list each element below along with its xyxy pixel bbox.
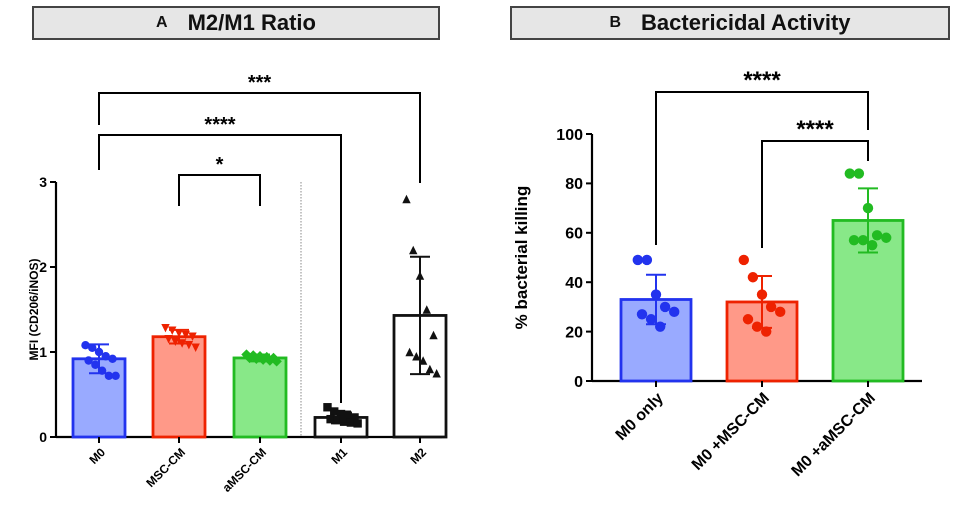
panel-a-y-tick-label: 1	[39, 344, 47, 360]
panel-a-data-point	[191, 343, 200, 352]
panel-a-significance-label: ***	[248, 72, 272, 94]
panel-a-x-tick-label: aMSC-CM	[220, 445, 269, 494]
panel-a-significance-label: ****	[204, 114, 235, 136]
panel-b-y-tick-label: 80	[565, 176, 583, 193]
panel-b-header: B Bactericidal Activity	[510, 6, 950, 40]
panel-a-data-point	[353, 419, 362, 428]
panel-a-data-point	[88, 343, 97, 352]
panel-a-data-point	[326, 414, 335, 424]
panel-a-letter: A	[156, 14, 168, 31]
panel-a-title: M2/M1 Ratio	[187, 10, 316, 35]
panel-b-data-point	[775, 306, 786, 318]
panel-b-letter: B	[609, 14, 622, 31]
panel-a-data-point	[405, 347, 414, 357]
panel-b-data-point	[761, 326, 772, 337]
panel-b-data-point	[641, 254, 653, 266]
panel-b-data-point	[857, 235, 869, 246]
panel-b-x-tick-label: M0 +aMSC-CM	[789, 390, 879, 480]
panel-a-data-point	[84, 356, 93, 365]
panel-b-y-tick-label: 100	[556, 127, 583, 144]
panel-b-significance-bracket	[761, 140, 869, 248]
panel-a-data-point	[343, 411, 352, 420]
panel-a-data-point	[412, 352, 421, 361]
panel-a-data-point	[161, 324, 170, 333]
panel-a-data-point	[425, 364, 435, 374]
panel-b-data-point	[747, 272, 759, 283]
panel-b-data-point	[867, 239, 878, 251]
panel-a-data-point	[422, 305, 431, 314]
panel-a-data-point	[101, 352, 110, 361]
panel-b-significance-label: ****	[743, 67, 781, 94]
panel-b-y-axis-label: % bacterial killing	[512, 186, 531, 330]
panel-a-significance-label: *	[216, 154, 224, 176]
panel-a-bar-amsc-cm	[232, 356, 288, 439]
panel-b-data-point	[669, 306, 680, 318]
panel-b-title: Bactericidal Activity	[641, 10, 851, 35]
panel-a-x-tick-label: M1	[328, 445, 350, 467]
panel-a-data-point	[164, 335, 173, 344]
panel-b-y-tick-label: 20	[565, 324, 583, 341]
panel-a-data-point	[339, 417, 349, 426]
panel-a-y-axis-label: MFI (CD206/iNOS)	[27, 258, 41, 360]
panel-a-y-tick-label: 2	[39, 259, 47, 275]
panel-b-data-point	[742, 314, 754, 325]
panel-a-data-point	[418, 356, 428, 365]
panel-b-y-tick-label: 40	[565, 275, 583, 292]
panel-a-data-point	[181, 330, 190, 340]
panel-b-data-point	[738, 254, 749, 266]
panel-a-header: A M2/M1 Ratio	[32, 6, 440, 40]
panel-b-data-point	[765, 301, 777, 313]
panel-a-x-tick-label: M2	[407, 445, 429, 467]
panel-a-data-point	[409, 245, 418, 255]
panel-a-data-point	[171, 337, 180, 346]
panel-a-data-point	[271, 356, 282, 367]
panel-a-x-tick-label: MSC-CM	[143, 445, 188, 490]
panel-a-significance-bracket	[178, 174, 261, 206]
panel-a-data-point	[333, 415, 342, 425]
panel-b-x-tick-label: M0 +MSC-CM	[689, 390, 773, 474]
panel-a-data-point	[350, 413, 359, 422]
panel-b-data-point	[659, 301, 671, 313]
panel-a-data-point	[81, 341, 90, 350]
panel-b-data-point	[853, 168, 865, 179]
panel-b-data-point	[751, 321, 763, 332]
panel-a-data-point	[402, 194, 411, 204]
panel-b-y-tick-label: 60	[565, 226, 583, 243]
panel-a-significance-bracket	[98, 92, 421, 183]
panel-a-data-point	[108, 354, 117, 363]
panel-b-data-point	[871, 230, 883, 241]
panel-b-x-tick-label: M0 only	[613, 390, 667, 444]
panel-a-y-tick-label: 3	[39, 174, 47, 190]
panel-b-data-point	[881, 232, 892, 243]
panel-a-data-point	[111, 371, 120, 380]
panel-a-data-point	[429, 330, 438, 340]
panel-b-data-point	[645, 314, 657, 325]
panel-b-significance-bracket	[655, 91, 869, 245]
panel-b-data-point	[632, 254, 643, 266]
panel-a-significance-bracket	[98, 134, 342, 403]
panel-b-data-point	[848, 235, 860, 246]
panel-b-y-tick-label: 0	[574, 374, 583, 391]
panel-b-significance-label: ****	[796, 116, 834, 143]
panel-b-data-point	[636, 309, 648, 320]
panel-a-data-point	[188, 332, 197, 341]
panel-a-x-tick-label: M0	[86, 445, 108, 467]
panel-a-bar-msc-cm	[151, 335, 207, 439]
panel-a-y-tick-label: 0	[39, 429, 47, 445]
panel-b-data-point	[844, 168, 855, 179]
panel-a-data-point	[91, 360, 100, 369]
panel-a-data-point	[323, 403, 332, 412]
panel-a-data-point	[432, 369, 441, 378]
